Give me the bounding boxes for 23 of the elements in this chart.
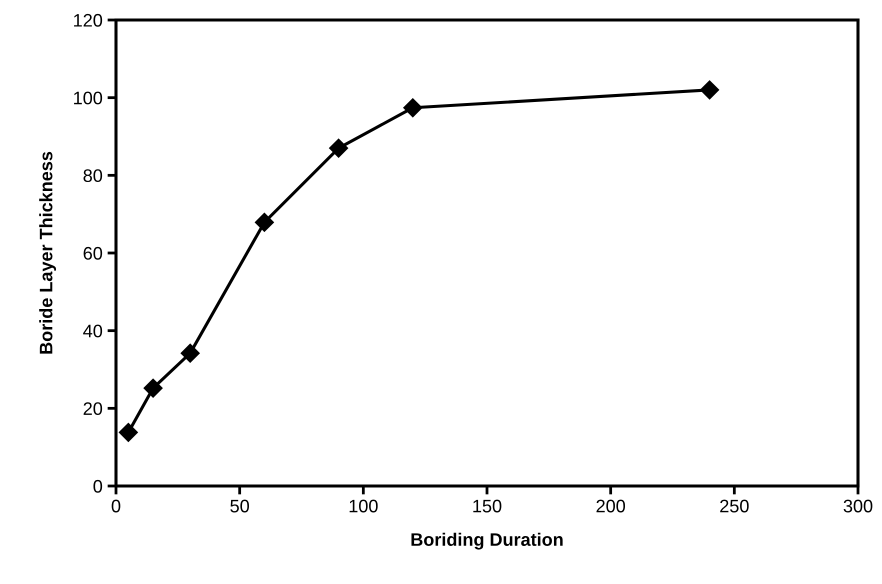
- x-tick-label: 200: [596, 500, 626, 512]
- point: [118, 422, 138, 442]
- point: [180, 344, 200, 363]
- y-axis-title: Boride Layer Thickness: [39, 152, 56, 354]
- y-tick-label: 60: [84, 246, 102, 260]
- point: [329, 138, 348, 158]
- x-tick-label: 150: [473, 500, 502, 512]
- x-axis-title: Boriding Duration: [411, 532, 563, 550]
- y-tick-label: 20: [84, 402, 102, 416]
- point: [144, 378, 163, 398]
- y-tick-label: 80: [84, 169, 102, 182]
- point: [700, 80, 720, 100]
- y-tick-label: 100: [74, 92, 102, 104]
- y-tick-label: 120: [74, 14, 102, 27]
- x-tick-label: 250: [720, 500, 749, 512]
- y-tick-label: 0: [93, 480, 102, 493]
- y-tick-label: 40: [83, 324, 102, 338]
- x-tick-label: 100: [350, 500, 378, 512]
- point: [254, 212, 274, 232]
- point: [403, 98, 422, 118]
- x-tick-label: 0: [112, 500, 120, 512]
- x-tick-label: 300: [844, 500, 872, 512]
- x-tick-label: 50: [230, 500, 250, 512]
